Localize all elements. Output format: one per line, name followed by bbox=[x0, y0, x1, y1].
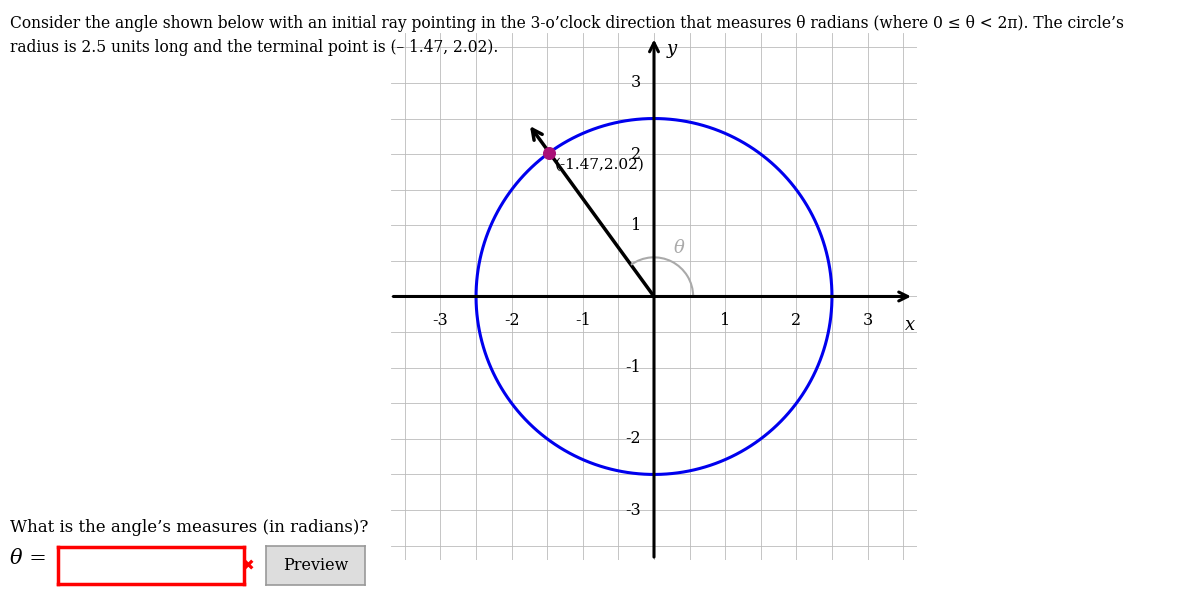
Text: θ =: θ = bbox=[10, 549, 47, 568]
Text: ✖: ✖ bbox=[242, 559, 254, 573]
Text: (-1.47,2.02): (-1.47,2.02) bbox=[554, 158, 644, 172]
Text: 3: 3 bbox=[631, 75, 641, 92]
Text: Preview: Preview bbox=[283, 557, 348, 574]
Point bbox=[540, 148, 559, 158]
Text: y: y bbox=[667, 40, 677, 58]
Text: -3: -3 bbox=[625, 501, 641, 518]
Text: Consider the angle shown below with an initial ray pointing in the 3-o’clock dir: Consider the angle shown below with an i… bbox=[10, 15, 1123, 32]
Text: 1: 1 bbox=[720, 312, 731, 329]
Text: 2: 2 bbox=[791, 312, 802, 329]
Text: What is the angle’s measures (in radians)?: What is the angle’s measures (in radians… bbox=[10, 519, 368, 536]
Text: 2: 2 bbox=[631, 146, 641, 163]
Text: 3: 3 bbox=[863, 312, 872, 329]
Text: θ: θ bbox=[673, 238, 684, 256]
Text: -1: -1 bbox=[625, 359, 641, 376]
Text: x: x bbox=[905, 317, 916, 335]
Text: 1: 1 bbox=[631, 217, 641, 234]
Text: -1: -1 bbox=[575, 312, 590, 329]
Text: -3: -3 bbox=[432, 312, 449, 329]
Text: -2: -2 bbox=[504, 312, 520, 329]
Text: radius is 2.5 units long and the terminal point is (– 1.47, 2.02).: radius is 2.5 units long and the termina… bbox=[10, 39, 498, 56]
Text: -2: -2 bbox=[625, 430, 641, 447]
